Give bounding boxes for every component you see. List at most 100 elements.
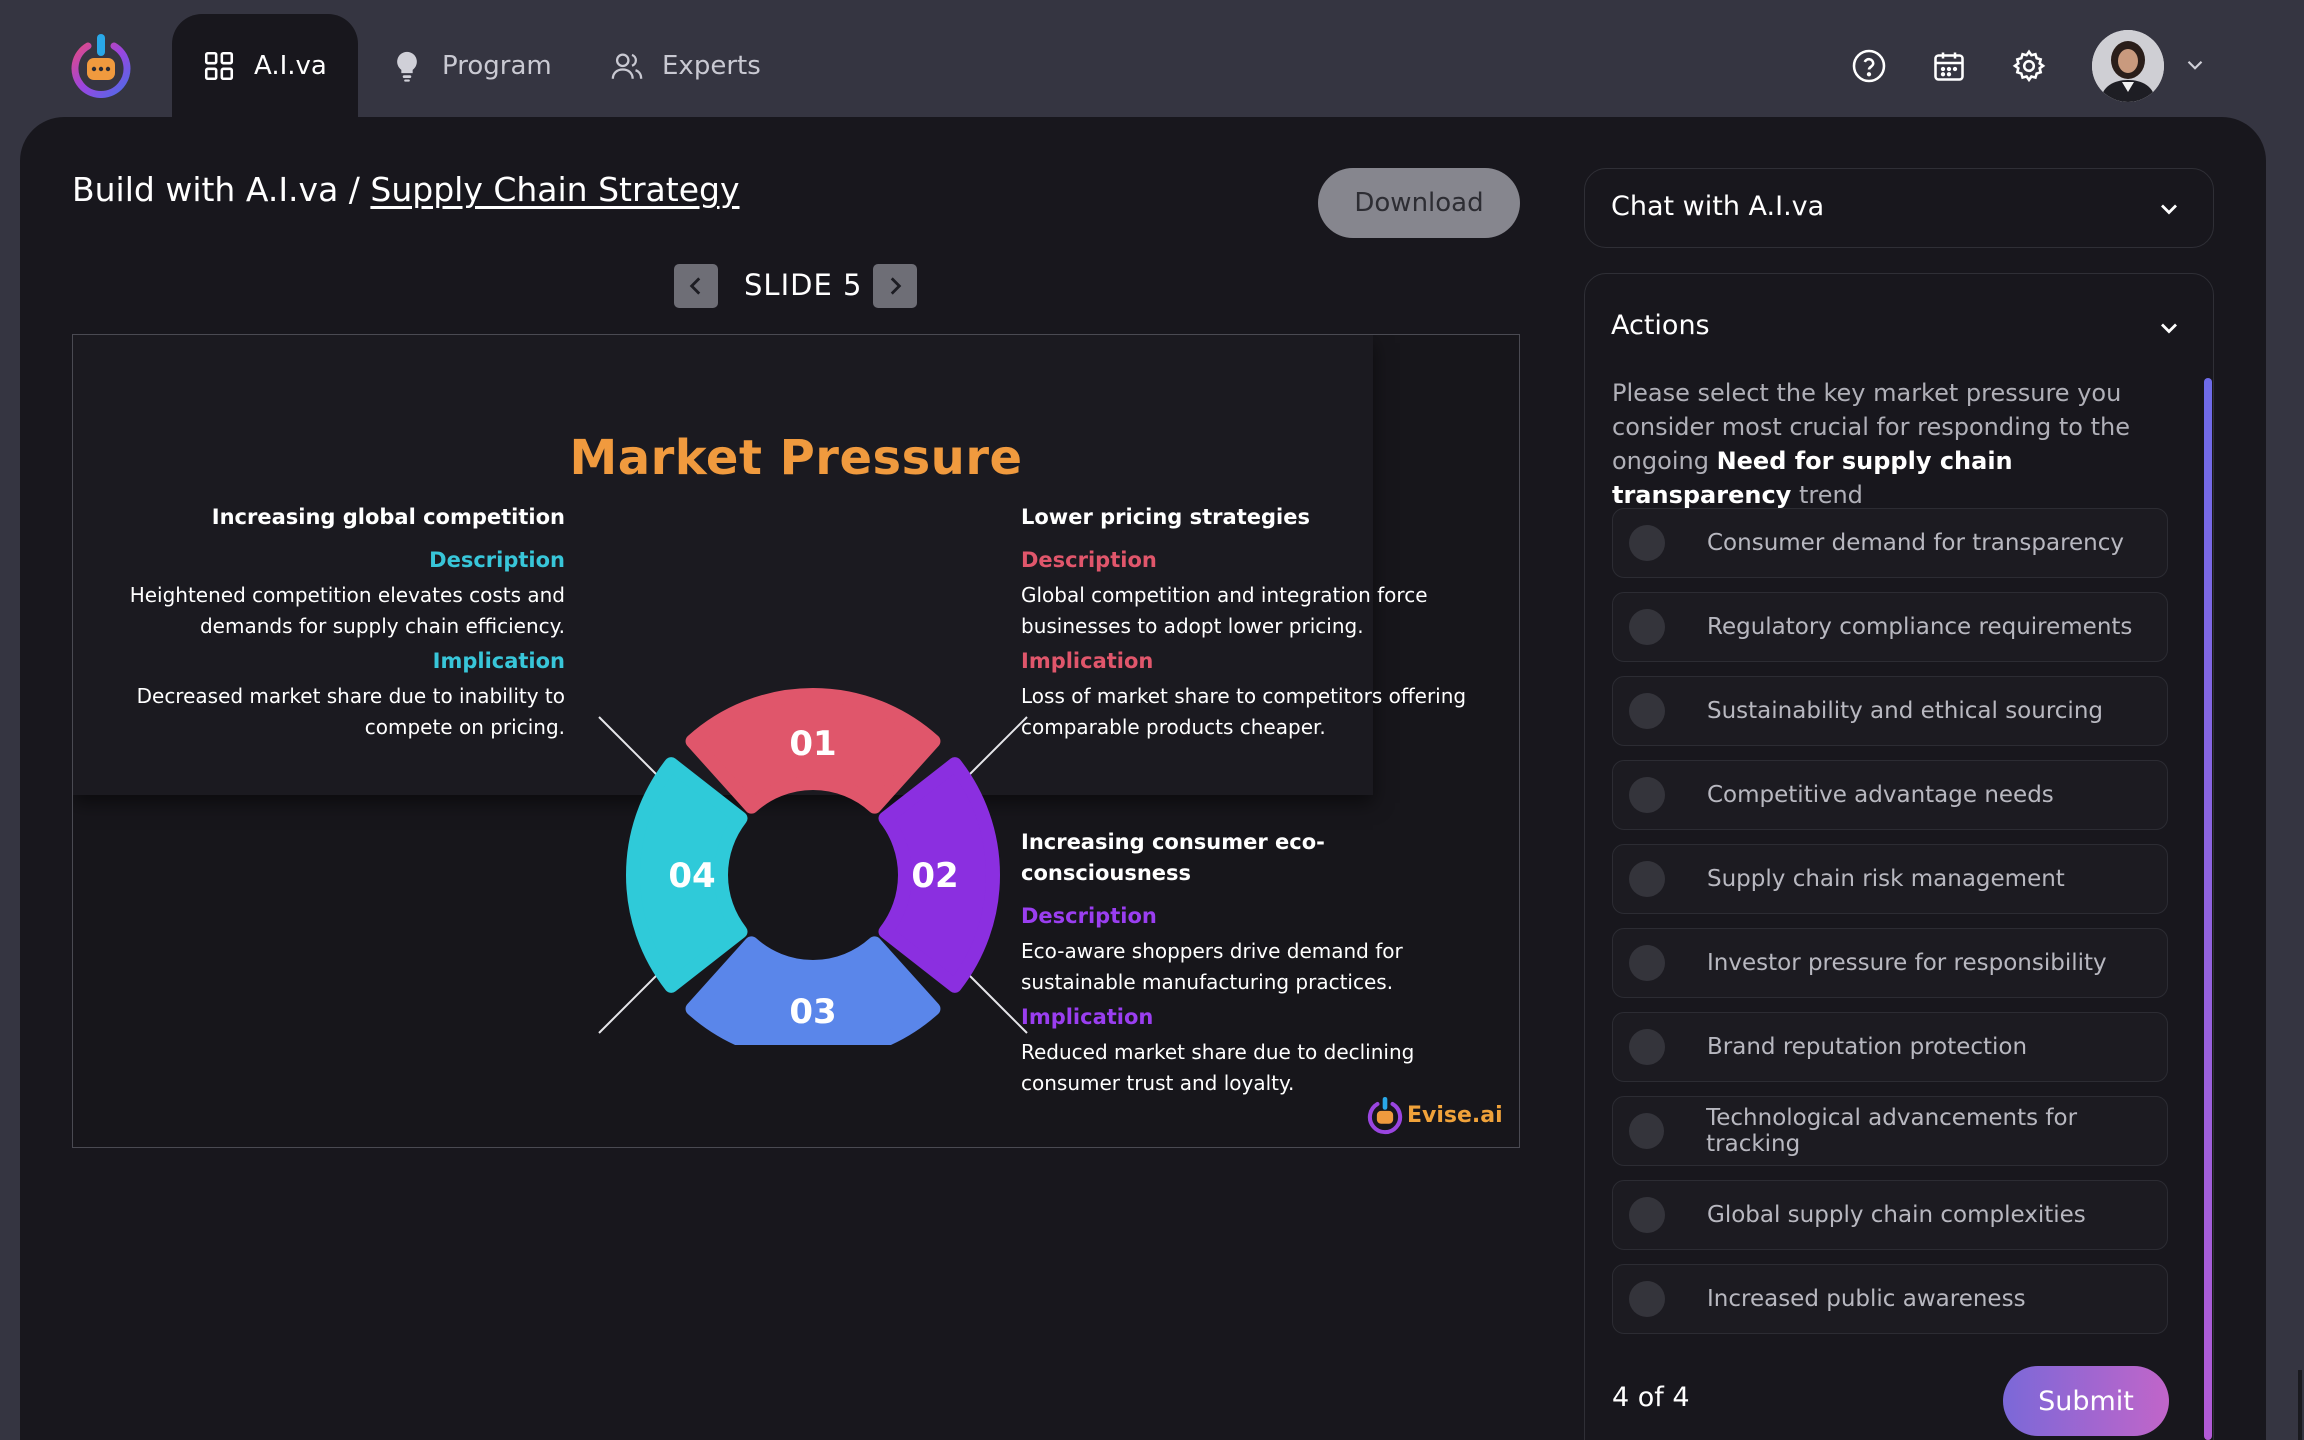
implication-text: Loss of market share to competitors offe… <box>1021 684 1467 739</box>
chevron-down-icon[interactable] <box>2182 52 2208 78</box>
option-label: Technological advancements for tracking <box>1706 1105 2078 1157</box>
calendar-icon[interactable] <box>1931 48 1967 84</box>
option-label: Sustainability and ethical sourcing <box>1707 698 2103 724</box>
description-label: Description <box>1021 904 1157 928</box>
help-circle-icon[interactable] <box>1851 48 1887 84</box>
option-label: Competitive advantage needs <box>1707 782 2054 808</box>
description-text: Heightened competition elevates costs an… <box>129 583 565 638</box>
segment-02-label: 02 <box>911 856 958 896</box>
scrollbar[interactable] <box>2204 378 2212 1440</box>
slide-title: Market Pressure <box>569 430 1023 486</box>
slide-number: SLIDE 5 <box>744 268 863 302</box>
radio-button[interactable] <box>1629 777 1665 813</box>
option-item[interactable]: Investor pressure for responsibility <box>1612 928 2168 998</box>
option-item[interactable]: Regulatory compliance requirements <box>1612 592 2168 662</box>
radio-button[interactable] <box>1629 1029 1665 1065</box>
window-edge <box>2298 1370 2302 1440</box>
option-label: Increased public awareness <box>1707 1286 2026 1312</box>
breadcrumb-prefix: Build with A.I.va / <box>72 170 371 209</box>
radio-button[interactable] <box>1629 945 1665 981</box>
slide-canvas: Market Pressure Increasing global compet… <box>72 334 1520 1148</box>
step-progress: 4 of 4 <box>1612 1382 1690 1413</box>
tab-label: Experts <box>662 51 761 81</box>
chevron-right-icon <box>890 277 902 295</box>
description-text: Global competition and integration force… <box>1021 583 1428 638</box>
implication-text: Decreased market share due to inability … <box>136 684 565 739</box>
radio-button[interactable] <box>1629 1113 1665 1149</box>
radio-button[interactable] <box>1629 1281 1665 1317</box>
segment-03 <box>685 936 941 1045</box>
breadcrumb: Build with A.I.va / Supply Chain Strateg… <box>72 170 739 209</box>
implication-label: Implication <box>1021 649 1154 673</box>
connector-line <box>598 716 668 786</box>
option-label: Regulatory compliance requirements <box>1707 614 2133 640</box>
grid-icon <box>204 51 234 81</box>
description-label: Description <box>1021 548 1157 572</box>
block-global-competition: Increasing global competition Descriptio… <box>113 502 565 743</box>
option-item[interactable]: Sustainability and ethical sourcing <box>1612 676 2168 746</box>
block-heading: Increasing consumer eco-consciousness <box>1021 830 1325 885</box>
block-eco-consciousness: Increasing consumer eco-consciousness De… <box>1021 827 1491 1099</box>
option-label: Brand reputation protection <box>1707 1034 2028 1060</box>
radio-button[interactable] <box>1629 609 1665 645</box>
chat-card[interactable]: Chat with A.I.va <box>1584 168 2214 248</box>
segment-02 <box>878 757 1000 993</box>
chevron-down-icon[interactable] <box>2155 314 2183 342</box>
tab-aiva[interactable]: A.I.va <box>172 14 358 118</box>
prev-slide-button[interactable] <box>674 264 718 308</box>
segment-04 <box>626 757 748 993</box>
segment-04-label: 04 <box>668 856 715 896</box>
radio-button[interactable] <box>1629 861 1665 897</box>
connector-line <box>958 964 1028 1034</box>
block-heading: Lower pricing strategies <box>1021 505 1310 529</box>
prompt-text: Please select the key market pressure yo… <box>1612 379 2130 475</box>
description-label: Description <box>429 548 565 572</box>
user-avatar[interactable] <box>2092 30 2164 102</box>
block-lower-pricing: Lower pricing strategies Description Glo… <box>1021 502 1491 743</box>
implication-label: Implication <box>432 649 565 673</box>
lightbulb-icon <box>397 51 417 82</box>
segment-01 <box>685 688 941 814</box>
chevron-left-icon <box>689 277 701 295</box>
next-slide-button[interactable] <box>873 264 917 308</box>
radio-button[interactable] <box>1629 693 1665 729</box>
prompt-text-end: trend <box>1791 481 1863 509</box>
users-icon <box>611 53 643 79</box>
breadcrumb-current-link[interactable]: Supply Chain Strategy <box>370 170 740 209</box>
tab-program[interactable]: Program <box>360 14 582 118</box>
implication-label: Implication <box>1021 1005 1154 1029</box>
tab-label: A.I.va <box>254 51 327 81</box>
submit-button[interactable]: Submit <box>2003 1366 2169 1436</box>
description-text: Eco-aware shoppers drive demand for sust… <box>1021 939 1403 994</box>
implication-text: Reduced market share due to declining co… <box>1021 1040 1415 1095</box>
actions-title: Actions <box>1611 310 1710 341</box>
download-button[interactable]: Download <box>1318 168 1520 238</box>
chevron-down-icon[interactable] <box>2155 195 2183 223</box>
actions-prompt: Please select the key market pressure yo… <box>1612 376 2182 512</box>
tab-experts[interactable]: Experts <box>580 14 791 118</box>
option-item[interactable]: Competitive advantage needs <box>1612 760 2168 830</box>
radio-button[interactable] <box>1629 525 1665 561</box>
option-label: Global supply chain complexities <box>1707 1202 2086 1228</box>
segment-01-label: 01 <box>789 724 836 764</box>
prompt-trend: Need for supply chain transparency <box>1612 447 2013 509</box>
avatar-image <box>2092 30 2164 102</box>
tab-label: Program <box>442 51 552 81</box>
gear-icon[interactable] <box>2011 48 2047 84</box>
option-label: Investor pressure for responsibility <box>1707 950 2107 976</box>
option-item[interactable]: Supply chain risk management <box>1612 844 2168 914</box>
option-label: Supply chain risk management <box>1707 866 2065 892</box>
segment-03-label: 03 <box>789 992 836 1032</box>
option-item[interactable]: Technological advancements for tracking <box>1612 1096 2168 1166</box>
top-nav: A.I.va Program Experts <box>0 0 2304 118</box>
option-label: Consumer demand for transparency <box>1707 530 2125 556</box>
block-heading: Increasing global competition <box>211 505 565 529</box>
chat-title: Chat with A.I.va <box>1611 191 1825 222</box>
option-item[interactable]: Global supply chain complexities <box>1612 1180 2168 1250</box>
radio-button[interactable] <box>1629 1197 1665 1233</box>
power-chat-logo-icon[interactable] <box>70 32 132 98</box>
brand-watermark: Evise.ai <box>1367 1095 1503 1135</box>
option-item[interactable]: Brand reputation protection <box>1612 1012 2168 1082</box>
option-item[interactable]: Consumer demand for transparency <box>1612 508 2168 578</box>
option-item[interactable]: Increased public awareness <box>1612 1264 2168 1334</box>
